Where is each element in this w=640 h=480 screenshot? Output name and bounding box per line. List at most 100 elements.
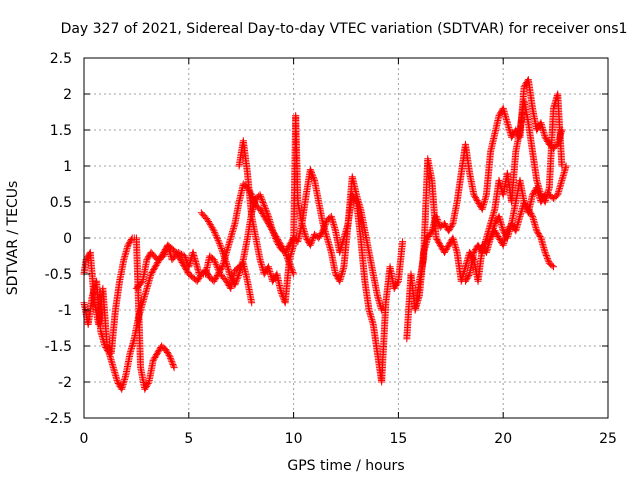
trace-point — [472, 194, 480, 202]
trace-point — [544, 256, 552, 264]
trace-point — [233, 275, 241, 283]
data-point — [562, 162, 570, 170]
trace-point — [160, 250, 168, 258]
trace-point — [233, 276, 241, 284]
trace-point — [542, 135, 550, 143]
trace-point — [316, 233, 324, 241]
data-point — [315, 234, 323, 242]
y-tick-label: -0.5 — [45, 267, 72, 283]
trace-point — [351, 195, 359, 203]
trace-point — [496, 235, 504, 243]
trace-point — [508, 221, 516, 229]
trace-point — [492, 230, 500, 238]
trace-point — [462, 276, 470, 284]
trace-point — [463, 274, 471, 282]
trace-point — [183, 267, 191, 275]
data-point — [319, 227, 327, 235]
trace-point — [211, 228, 219, 236]
trace-point — [544, 255, 552, 263]
x-tick-label: 10 — [285, 431, 303, 447]
trace-point — [206, 221, 214, 229]
y-tick-label: 2.5 — [50, 51, 72, 67]
trace-point — [391, 283, 399, 291]
trace-point — [443, 244, 451, 252]
trace-point — [446, 240, 454, 248]
trace-point — [309, 172, 317, 180]
trace-point — [548, 262, 556, 270]
trace-point — [223, 279, 231, 287]
trace-point — [473, 197, 481, 205]
trace-point — [194, 276, 202, 284]
trace-point — [274, 239, 282, 247]
trace-point — [165, 351, 173, 359]
trace-point — [177, 250, 185, 258]
data-point — [432, 234, 440, 242]
trace-point — [487, 233, 495, 241]
trace-point — [234, 273, 242, 281]
trace-point — [167, 356, 175, 364]
trace-point — [211, 259, 219, 267]
data-point — [508, 220, 516, 228]
trace-point — [543, 136, 551, 144]
y-tick-label: 1 — [63, 159, 72, 175]
trace-point — [493, 231, 501, 239]
trace-point — [542, 251, 550, 259]
trace-point — [168, 357, 176, 365]
trace-point — [155, 255, 163, 263]
trace-point — [217, 244, 225, 252]
data-point — [248, 299, 256, 307]
trace-point — [433, 235, 441, 243]
data-point — [181, 252, 189, 260]
data-point — [306, 241, 314, 249]
data-point — [210, 227, 218, 235]
x-axis-ticks: 0 5 10 15 20 25 — [80, 58, 617, 447]
trace-point — [352, 197, 360, 205]
trace-point — [212, 260, 220, 268]
trace-5 — [235, 112, 407, 386]
trace-point — [275, 240, 283, 248]
data-point — [302, 234, 310, 242]
trace-point — [320, 224, 328, 232]
trace-point — [479, 243, 487, 251]
trace-point — [307, 167, 315, 175]
data-point — [166, 353, 174, 361]
trace-point — [211, 230, 219, 238]
trace-point — [435, 240, 443, 248]
trace-point — [151, 354, 159, 362]
trace-point — [215, 238, 223, 246]
data-point — [441, 248, 449, 256]
trace-8 — [461, 90, 566, 285]
trace-point — [150, 264, 158, 272]
trace-point — [221, 254, 229, 262]
trace-point — [211, 276, 219, 284]
trace-point — [494, 233, 502, 241]
y-tick-label: 2 — [63, 87, 72, 103]
grid-lines — [84, 58, 608, 418]
data-point — [461, 277, 469, 285]
trace-point — [142, 382, 150, 390]
trace-point — [264, 211, 272, 219]
trace-point — [504, 225, 512, 233]
trace-point — [271, 233, 279, 241]
trace-point — [307, 240, 315, 248]
data-point — [256, 205, 264, 213]
trace-point — [114, 379, 122, 387]
data-point — [541, 248, 549, 256]
y-axis-label: SDTVAR / TECUs — [5, 181, 21, 296]
trace-point — [258, 195, 266, 203]
trace-point — [137, 279, 145, 287]
trace-point — [222, 258, 230, 266]
x-tick-label: 25 — [599, 431, 617, 447]
trace-9 — [478, 162, 570, 256]
trace-point — [308, 170, 316, 178]
trace-point — [471, 247, 479, 255]
y-tick-label: 0 — [63, 231, 72, 247]
trace-point — [534, 230, 542, 238]
data-point — [260, 270, 268, 278]
trace-point — [258, 197, 266, 205]
trace-point — [322, 219, 330, 227]
trace-point — [262, 206, 270, 214]
data-point — [210, 256, 218, 264]
trace-point — [142, 384, 150, 392]
data-point — [520, 83, 528, 91]
